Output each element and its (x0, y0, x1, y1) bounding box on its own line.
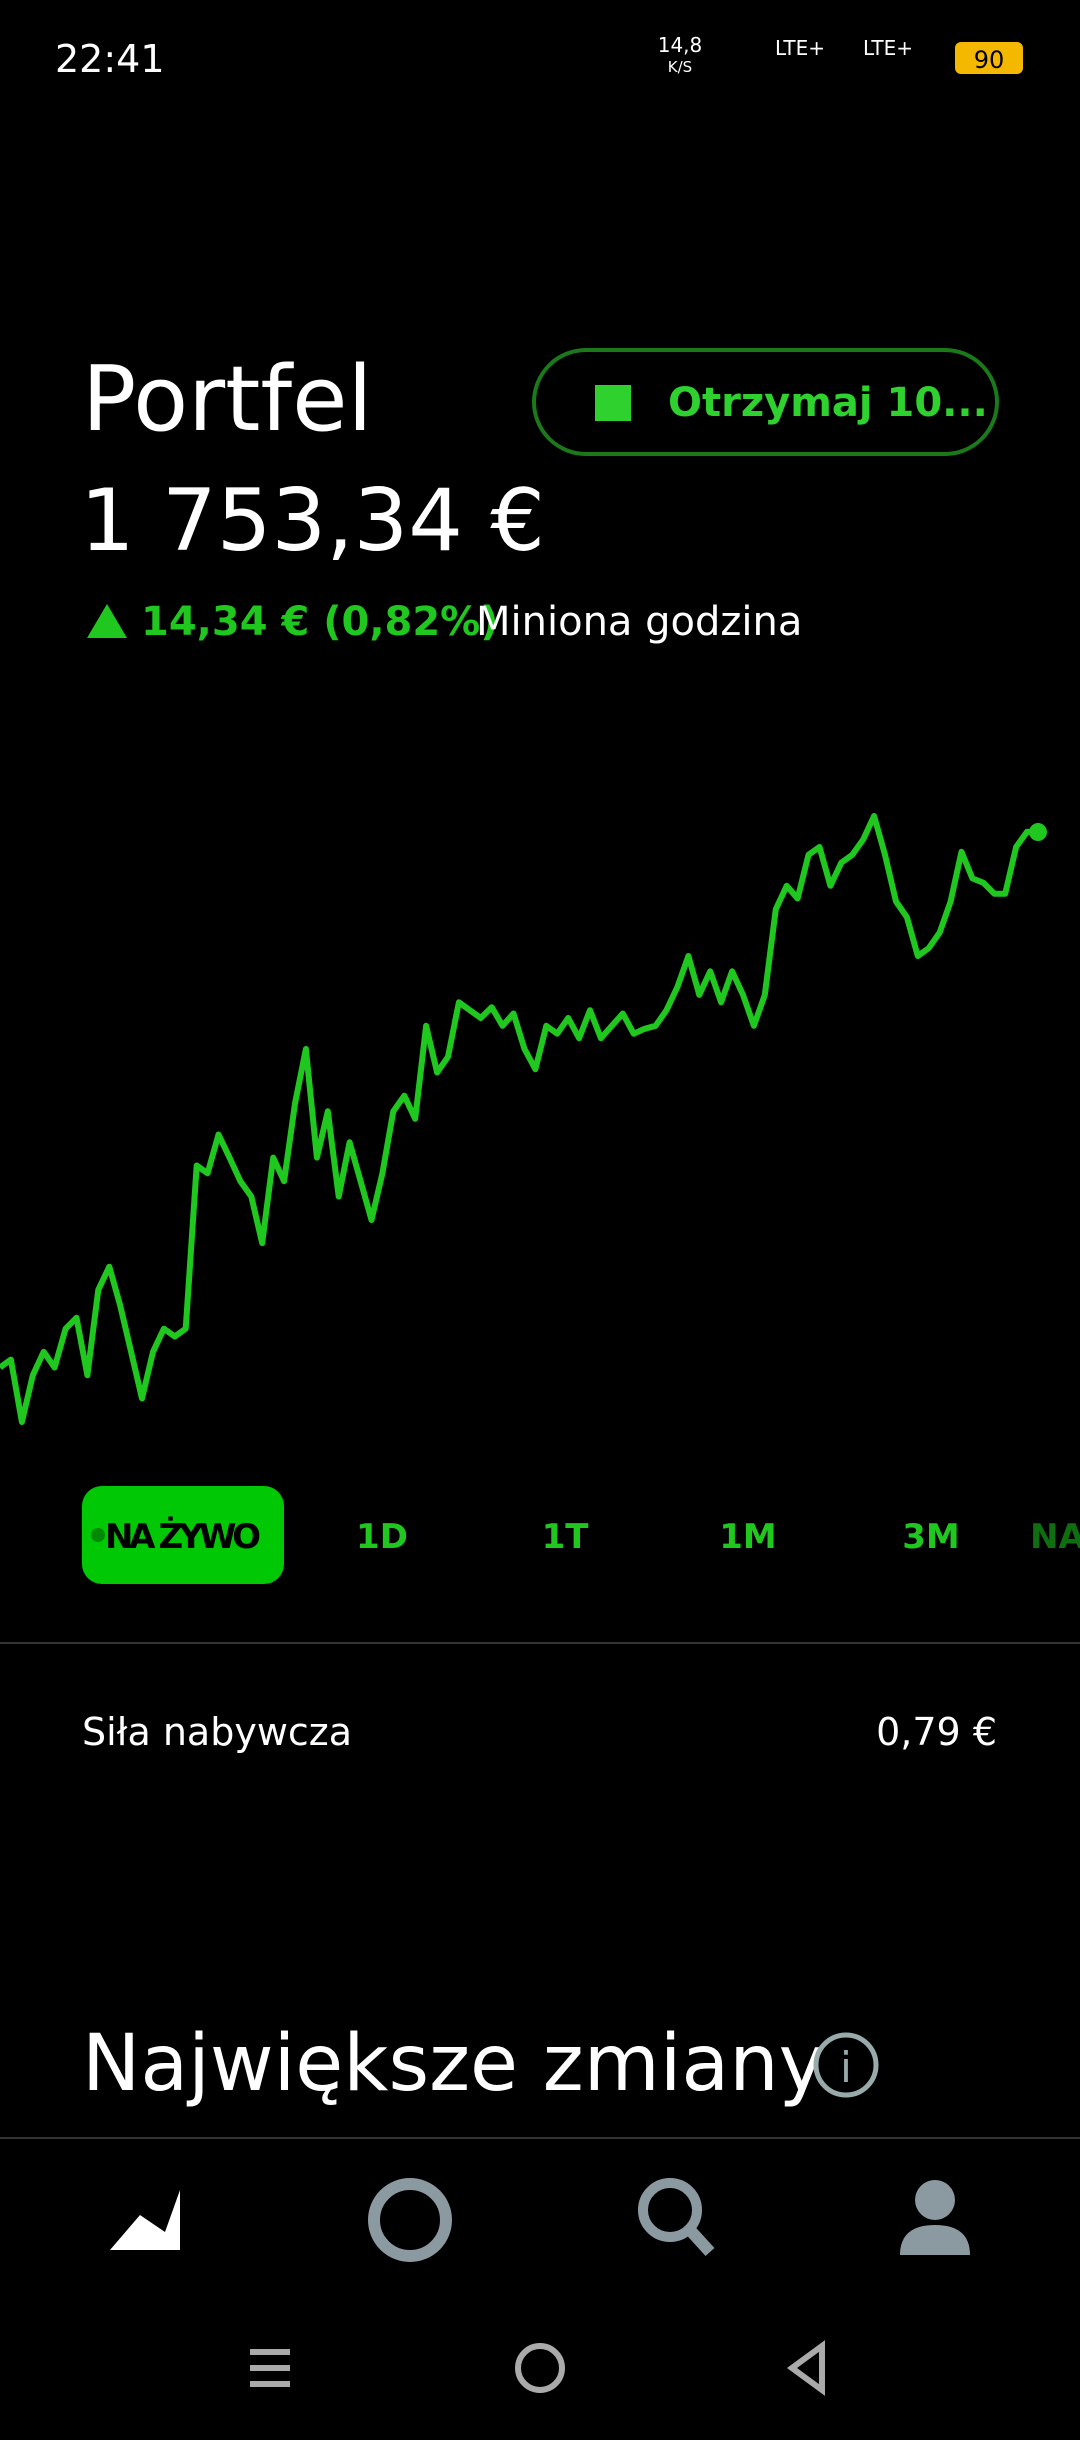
battery (955, 42, 1023, 74)
period: Miniona godzina (476, 599, 802, 645)
tab-label[interactable]: 1M (719, 1517, 777, 1557)
time: 22:41 (55, 37, 165, 81)
up-arrow (87, 604, 127, 638)
nav-profile-body (900, 2225, 970, 2255)
nav-search[interactable] (638, 2178, 702, 2242)
tab-label[interactable]: 1T (542, 1517, 590, 1557)
tabs: NA ŻYWO 1D 1T 1M 3M NA JĄ (82, 1486, 1080, 1584)
nav-search-handle (685, 2225, 715, 2257)
info-icon[interactable] (813, 2032, 879, 2098)
tab-active[interactable] (82, 1486, 284, 1584)
change: 14,34 € (0,82%) (141, 599, 499, 645)
nav-portfolio[interactable] (110, 2190, 180, 2250)
chart (0, 813, 1047, 1425)
live-dot (91, 1528, 105, 1542)
invite-label: Otrzymaj 10... (668, 380, 988, 426)
nav-profile[interactable] (915, 2180, 955, 2220)
section-title: Największe zmiany (82, 2019, 825, 2109)
tab-label[interactable]: NA JĄ (1030, 1517, 1080, 1557)
last-point (1029, 823, 1047, 842)
system-nav (250, 2340, 825, 2396)
tab-label: NA ŻYWO (105, 1516, 261, 1557)
speed-unit: K/S (668, 58, 692, 76)
gift-icon (595, 385, 631, 421)
tab-label[interactable]: 1D (356, 1517, 408, 1557)
battery-level: 90 (974, 46, 1005, 74)
network: LTE+ (863, 36, 913, 60)
invite-button[interactable] (532, 348, 999, 456)
buying-power-label: Siła nabywcza (82, 1710, 352, 1754)
title: Portfel (82, 347, 372, 452)
tab-label[interactable]: 3M (902, 1517, 960, 1557)
price-line (0, 813, 1039, 1425)
buying-power-value: 0,79 € (876, 1710, 997, 1754)
speed: 14,8 (658, 33, 703, 57)
info-glyph: i (840, 2043, 852, 2092)
network: LTE+ (775, 36, 825, 60)
portfolio-value: 1 753,34 € (80, 471, 545, 571)
nav-explore[interactable] (368, 2178, 452, 2262)
